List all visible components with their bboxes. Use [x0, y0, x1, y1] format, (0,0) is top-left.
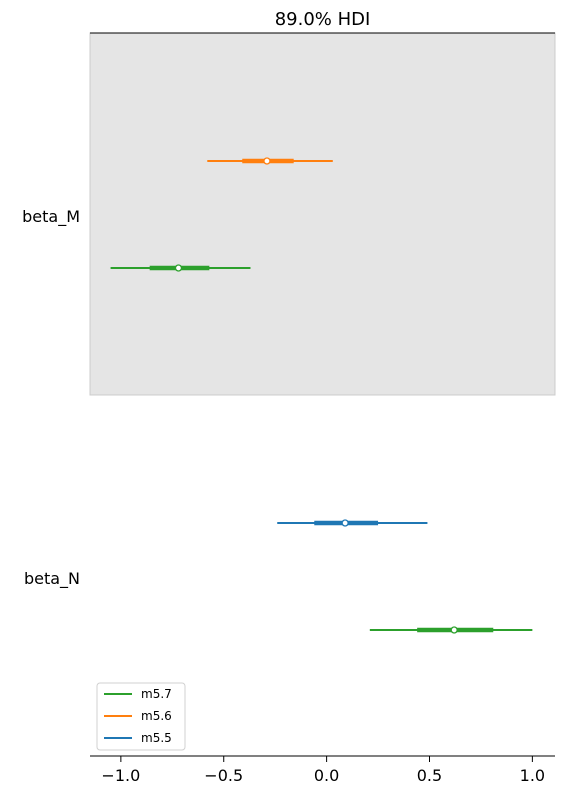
beta-m-shaded-region [89, 32, 556, 396]
estimate-marks [110, 157, 533, 634]
median-point-beta-n-m5-5 [341, 519, 349, 527]
median-point-beta-n-m5-7 [450, 626, 458, 634]
x-tick-label: 0.0 [314, 766, 339, 785]
x-tick-label: 0.5 [417, 766, 442, 785]
x-tick-label: −0.5 [204, 766, 243, 785]
y-label-beta-n: beta_N [24, 569, 80, 589]
x-tick-label: 1.0 [520, 766, 545, 785]
x-axis-ticks: −1.0 −0.5 0.0 0.5 1.0 [101, 756, 545, 785]
legend-label-m5-7: m5.7 [141, 687, 172, 701]
legend-frame [96, 682, 186, 751]
x-tick-label: −1.0 [101, 766, 140, 785]
chart-title: 89.0% HDI [275, 9, 371, 30]
legend-label-m5-5: m5.5 [141, 731, 172, 745]
median-point-beta-m-m5-6 [263, 157, 271, 165]
legend: m5.7 m5.6 m5.5 [96, 682, 186, 751]
legend-label-m5-6: m5.6 [141, 709, 172, 723]
median-point-beta-m-m5-7 [174, 264, 183, 272]
y-label-beta-m: beta_M [22, 207, 80, 227]
